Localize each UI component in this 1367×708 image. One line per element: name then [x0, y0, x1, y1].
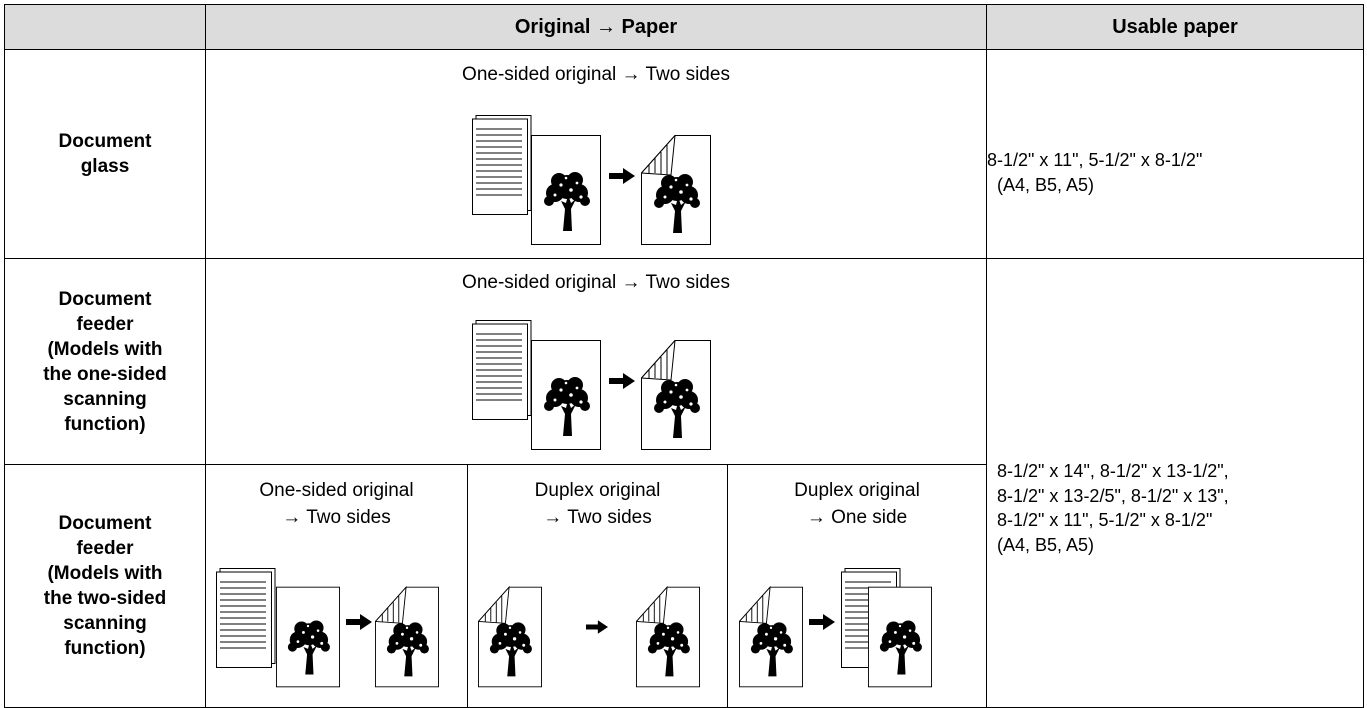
label-line: Document	[58, 131, 152, 152]
label-line: glass	[80, 156, 130, 177]
mode-text: Duplex original → One side	[728, 477, 986, 531]
paper-line: 8-1/2" x 13-2/5", 8-1/2" x 13",	[997, 485, 1229, 506]
paper-line: 8-1/2" x 11", 5-1/2" x 8-1/2"	[997, 510, 1213, 530]
label-line: function)	[64, 638, 146, 659]
mode-line: → Two sides	[282, 507, 391, 528]
label-line: feeder	[76, 313, 134, 335]
mode-cell: One-sided original → Two sides	[205, 49, 987, 259]
mode-line: → One side	[806, 507, 908, 528]
row-label: Document feeder (Models with the one-sid…	[4, 258, 206, 465]
paper-text: 8-1/2" x 11", 5-1/2" x 8-1/2" (A4, B5, A…	[987, 148, 1202, 197]
label-line: scanning	[63, 613, 147, 634]
mode-text: One-sided original → Two sides	[206, 61, 986, 88]
paper-line: 8-1/2" x 14", 8-1/2" x 13-1/2",	[997, 461, 1229, 481]
label-line: (Models with	[47, 338, 163, 360]
header-text: Usable paper	[1112, 15, 1238, 38]
mode-line: One-sided original → Two sides	[462, 64, 730, 85]
label-line: Document	[58, 288, 152, 310]
paper-cell: 8-1/2" x 11", 5-1/2" x 8-1/2" (A4, B5, A…	[986, 49, 1364, 259]
mode-cell: Duplex original → One side	[727, 464, 987, 708]
mode-line: One-sided original	[259, 480, 414, 501]
paper-line: (A4, B5, A5)	[997, 534, 1095, 555]
label-line: the two-sided	[43, 588, 167, 609]
header-corner	[4, 4, 206, 50]
header-cell: Usable paper	[986, 4, 1364, 50]
paper-line: 8-1/2" x 11", 5-1/2" x 8-1/2"	[987, 150, 1203, 170]
row-label: Document feeder (Models with the two-sid…	[4, 464, 206, 708]
mode-cell: One-sided original → Two sides	[205, 258, 987, 465]
label-line: feeder	[76, 538, 134, 559]
paper-text: 8-1/2" x 14", 8-1/2" x 13-1/2", 8-1/2" x…	[997, 459, 1229, 557]
mode-cell: Duplex original → Two sides	[467, 464, 728, 708]
paper-cell: 8-1/2" x 14", 8-1/2" x 13-1/2", 8-1/2" x…	[986, 258, 1364, 708]
mode-line: Duplex original	[794, 480, 920, 501]
label-line: scanning	[63, 388, 147, 410]
mode-text: One-sided original → Two sides	[206, 269, 986, 296]
row-label: Document glass	[4, 49, 206, 259]
label-line: function)	[64, 413, 146, 435]
mode-text: Duplex original → Two sides	[468, 477, 727, 531]
label-line: (Models with	[47, 563, 163, 584]
header-cell: Original → Paper	[205, 4, 987, 50]
mode-line: → Two sides	[543, 507, 652, 528]
mode-text: One-sided original → Two sides	[206, 477, 467, 531]
label-line: Document	[58, 513, 152, 534]
paper-line: (A4, B5, A5)	[997, 174, 1095, 195]
header-text: Original → Paper	[514, 15, 678, 38]
mode-cell: One-sided original → Two sides	[205, 464, 468, 708]
mode-line: Duplex original	[534, 480, 661, 501]
mode-line: One-sided original → Two sides	[462, 272, 730, 293]
label-line: the one-sided	[43, 363, 167, 385]
